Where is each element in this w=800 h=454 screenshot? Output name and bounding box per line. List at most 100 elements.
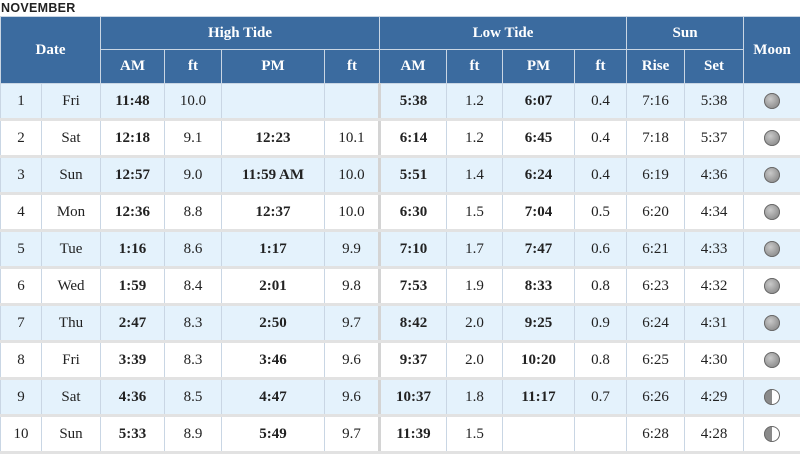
high-pm-time: 3:46 — [222, 342, 325, 379]
sunset-cell: 5:38 — [685, 84, 744, 120]
moon-cell — [744, 194, 800, 231]
day-cell: 8 — [1, 342, 42, 379]
low-pm-time: 7:04 — [503, 194, 575, 231]
month-title: NOVEMBER — [1, 0, 76, 16]
high-pm-time: 12:37 — [222, 194, 325, 231]
moon-cell — [744, 379, 800, 416]
moon-cell — [744, 268, 800, 305]
weekday-cell: Sun — [42, 157, 101, 194]
high-pm-time — [222, 84, 325, 120]
header-low-tide: Low Tide — [380, 17, 627, 50]
low-pm-height: 0.5 — [575, 194, 627, 231]
low-am-time: 7:10 — [380, 231, 447, 268]
day-cell: 10 — [1, 416, 42, 453]
low-am-time: 10:37 — [380, 379, 447, 416]
high-pm-height — [325, 84, 380, 120]
low-pm-time: 6:24 — [503, 157, 575, 194]
header-sun-set: Set — [685, 50, 744, 84]
high-pm-time: 2:01 — [222, 268, 325, 305]
sunrise-cell: 6:23 — [627, 268, 685, 305]
high-am-time: 11:48 — [101, 84, 165, 120]
low-pm-time: 11:17 — [503, 379, 575, 416]
header-high-am: AM — [101, 50, 165, 84]
header-low-pm-ft: ft — [575, 50, 627, 84]
low-am-time: 6:14 — [380, 120, 447, 157]
high-pm-time: 4:47 — [222, 379, 325, 416]
sunrise-cell: 6:26 — [627, 379, 685, 416]
sunset-cell: 4:33 — [685, 231, 744, 268]
weekday-cell: Sat — [42, 379, 101, 416]
weekday-cell: Sun — [42, 416, 101, 453]
high-am-height: 8.4 — [165, 268, 222, 305]
waxing-gibbous-moon-icon — [764, 204, 780, 220]
high-pm-height: 9.7 — [325, 416, 380, 453]
day-cell: 3 — [1, 157, 42, 194]
day-cell: 7 — [1, 305, 42, 342]
high-am-time: 5:33 — [101, 416, 165, 453]
tide-table: Date High Tide Low Tide Sun Moon AM ft P… — [0, 16, 800, 454]
sunrise-cell: 6:20 — [627, 194, 685, 231]
low-am-height: 2.0 — [447, 342, 503, 379]
low-am-height: 1.4 — [447, 157, 503, 194]
high-pm-height: 9.7 — [325, 305, 380, 342]
low-am-time: 5:38 — [380, 84, 447, 120]
high-pm-time: 1:17 — [222, 231, 325, 268]
high-pm-height: 10.0 — [325, 194, 380, 231]
sunrise-cell: 7:18 — [627, 120, 685, 157]
high-am-time: 12:18 — [101, 120, 165, 157]
sunrise-cell: 7:16 — [627, 84, 685, 120]
high-pm-height: 10.0 — [325, 157, 380, 194]
high-am-height: 9.0 — [165, 157, 222, 194]
sunset-cell: 4:34 — [685, 194, 744, 231]
low-am-height: 1.2 — [447, 120, 503, 157]
high-am-time: 1:16 — [101, 231, 165, 268]
low-pm-time: 6:07 — [503, 84, 575, 120]
header-date: Date — [1, 17, 101, 84]
sunrise-cell: 6:19 — [627, 157, 685, 194]
weekday-cell: Sat — [42, 120, 101, 157]
low-pm-height: 0.4 — [575, 84, 627, 120]
waxing-gibbous-moon-icon — [764, 130, 780, 146]
high-pm-time: 2:50 — [222, 305, 325, 342]
waning-gibbous-moon-icon — [764, 315, 780, 331]
high-pm-height: 10.1 — [325, 120, 380, 157]
low-am-time: 7:53 — [380, 268, 447, 305]
high-pm-time: 11:59 AM — [222, 157, 325, 194]
low-pm-height: 0.4 — [575, 120, 627, 157]
last-quarter-moon-icon — [764, 389, 780, 405]
sunrise-cell: 6:28 — [627, 416, 685, 453]
low-pm-height — [575, 416, 627, 453]
moon-cell — [744, 157, 800, 194]
high-pm-time: 12:23 — [222, 120, 325, 157]
sunrise-cell: 6:25 — [627, 342, 685, 379]
header-low-am-ft: ft — [447, 50, 503, 84]
day-cell: 1 — [1, 84, 42, 120]
weekday-cell: Fri — [42, 84, 101, 120]
sunset-cell: 4:31 — [685, 305, 744, 342]
low-pm-height: 0.6 — [575, 231, 627, 268]
low-pm-time: 8:33 — [503, 268, 575, 305]
waxing-gibbous-moon-icon — [764, 167, 780, 183]
high-am-time: 3:39 — [101, 342, 165, 379]
high-am-height: 8.8 — [165, 194, 222, 231]
low-pm-height: 0.4 — [575, 157, 627, 194]
sunset-cell: 4:36 — [685, 157, 744, 194]
weekday-cell: Fri — [42, 342, 101, 379]
low-pm-height: 0.8 — [575, 342, 627, 379]
sunset-cell: 4:28 — [685, 416, 744, 453]
low-pm-time: 10:20 — [503, 342, 575, 379]
low-am-height: 2.0 — [447, 305, 503, 342]
sunset-cell: 4:30 — [685, 342, 744, 379]
weekday-cell: Tue — [42, 231, 101, 268]
day-cell: 9 — [1, 379, 42, 416]
weekday-cell: Thu — [42, 305, 101, 342]
low-pm-time — [503, 416, 575, 453]
day-cell: 4 — [1, 194, 42, 231]
waning-gibbous-moon-icon — [764, 352, 780, 368]
high-pm-height: 9.9 — [325, 231, 380, 268]
day-cell: 6 — [1, 268, 42, 305]
header-moon: Moon — [744, 17, 800, 84]
